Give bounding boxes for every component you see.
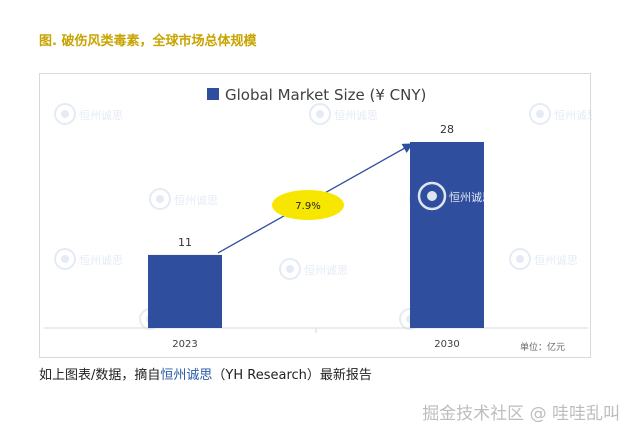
watermark-logo: 恒州诚思 [149, 188, 218, 210]
growth-bubble [272, 190, 344, 220]
caption-suffix: （YH Research）最新报告 [212, 368, 372, 383]
bar [410, 142, 484, 328]
x-tick-label: 2023 [172, 339, 197, 350]
watermark-text: 恒州诚思 [304, 264, 348, 277]
watermark-text: 恒州诚思 [174, 194, 218, 207]
bar-chart: 恒州诚思恒州诚思恒州诚思恒州诚思恒州诚思恒州诚思恒州诚思恒州诚思恒州诚思恒州诚思… [44, 86, 592, 353]
watermark-text: 恒州诚思 [79, 109, 123, 122]
watermark-text: 恒州诚思 [79, 254, 123, 267]
watermark-logo: 恒州诚思 [279, 258, 348, 280]
bar [148, 254, 222, 328]
bar-brand-text: 恒州诚思 [449, 191, 493, 204]
bars: 11 2023 28 2030 恒州诚思 [148, 123, 493, 350]
watermark-logo: 恒州诚思 [54, 248, 123, 270]
watermark-logo: 恒州诚思 [529, 103, 592, 125]
legend: Global Market Size (¥ CNY) [207, 86, 426, 104]
legend-label: Global Market Size (¥ CNY) [225, 86, 426, 104]
unit-note: 单位：亿元 [520, 341, 565, 353]
watermark-logo: 恒州诚思 [54, 103, 123, 125]
watermark-text: 恒州诚思 [534, 254, 578, 267]
legend-swatch [207, 88, 219, 100]
growth-annotation: 7.9% [217, 143, 414, 254]
caption-prefix: 如上图表/数据，摘自 [39, 368, 161, 383]
caption: 如上图表/数据，摘自恒州诚思（YH Research）最新报告 [39, 364, 372, 383]
figure-title: 图. 破伤风类毒素，全球市场总体规模 [39, 34, 257, 49]
x-tick-label: 2030 [434, 339, 459, 350]
caption-brand: 恒州诚思 [160, 368, 213, 383]
growth-label: 7.9% [295, 201, 320, 212]
watermark-text: 恒州诚思 [554, 109, 592, 122]
bar-data-label: 28 [440, 123, 454, 136]
watermark-logo: 恒州诚思 [309, 103, 378, 125]
bar-data-label: 11 [178, 236, 192, 249]
chart-frame: 恒州诚思恒州诚思恒州诚思恒州诚思恒州诚思恒州诚思恒州诚思恒州诚思恒州诚思恒州诚思… [39, 73, 592, 358]
watermark-text: 恒州诚思 [334, 109, 378, 122]
watermark-logo: 恒州诚思 [509, 248, 578, 270]
site-watermark: 掘金技术社区 @ 哇哇乱叫 [422, 404, 620, 424]
bar-brand-logo: 恒州诚思 [417, 181, 493, 211]
